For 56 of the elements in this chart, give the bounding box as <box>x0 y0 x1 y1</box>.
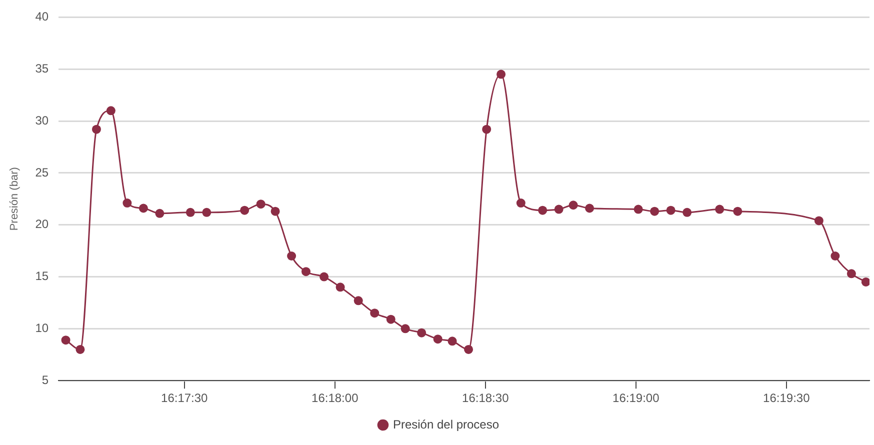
x-tick-label: 16:19:00 <box>612 391 660 406</box>
point <box>138 204 148 213</box>
point <box>538 206 548 215</box>
point <box>336 282 345 292</box>
point <box>354 296 363 306</box>
x-tick-label: 16:18:00 <box>312 391 359 406</box>
point <box>287 252 296 261</box>
point <box>76 344 85 354</box>
point <box>240 206 250 215</box>
point <box>554 204 564 214</box>
y-tick-label: 5 <box>42 372 49 387</box>
y-tick-label: 25 <box>35 165 49 180</box>
y-axis-title: Presión (bar) <box>8 167 21 231</box>
point <box>386 314 396 324</box>
point <box>448 336 457 346</box>
point <box>301 267 310 276</box>
point <box>733 206 742 216</box>
point <box>666 206 676 215</box>
point <box>861 277 870 286</box>
point <box>202 208 212 217</box>
point <box>496 70 506 79</box>
point <box>830 252 840 261</box>
x-tick-label: 16:19:30 <box>763 391 810 406</box>
point <box>370 308 380 318</box>
point <box>270 206 280 216</box>
legend-label: Presión del proceso <box>392 417 500 432</box>
point <box>516 198 526 208</box>
y-tick-label: 15 <box>35 269 49 284</box>
y-tick-label: 30 <box>35 113 49 128</box>
x-tick-label: 16:18:30 <box>462 391 510 406</box>
point <box>715 204 724 214</box>
point <box>433 334 442 344</box>
y-tick-label: 10 <box>35 321 49 335</box>
point <box>568 200 578 210</box>
y-tick-label: 35 <box>35 61 49 76</box>
point <box>634 204 643 214</box>
y-tick-label: 20 <box>35 217 49 232</box>
point <box>186 208 195 217</box>
point <box>155 208 164 218</box>
point <box>846 269 856 278</box>
point <box>400 324 410 334</box>
point <box>650 206 660 216</box>
point <box>482 124 492 134</box>
point <box>106 106 116 116</box>
point <box>464 344 474 354</box>
point <box>256 200 266 209</box>
point <box>585 204 594 213</box>
point <box>92 124 101 134</box>
point <box>682 208 692 217</box>
point <box>320 272 329 282</box>
point <box>61 336 70 345</box>
point <box>417 328 426 338</box>
y-tick-label: 40 <box>35 10 49 24</box>
point <box>814 216 824 226</box>
point <box>122 198 132 208</box>
x-tick-label: 16:17:30 <box>161 391 208 406</box>
